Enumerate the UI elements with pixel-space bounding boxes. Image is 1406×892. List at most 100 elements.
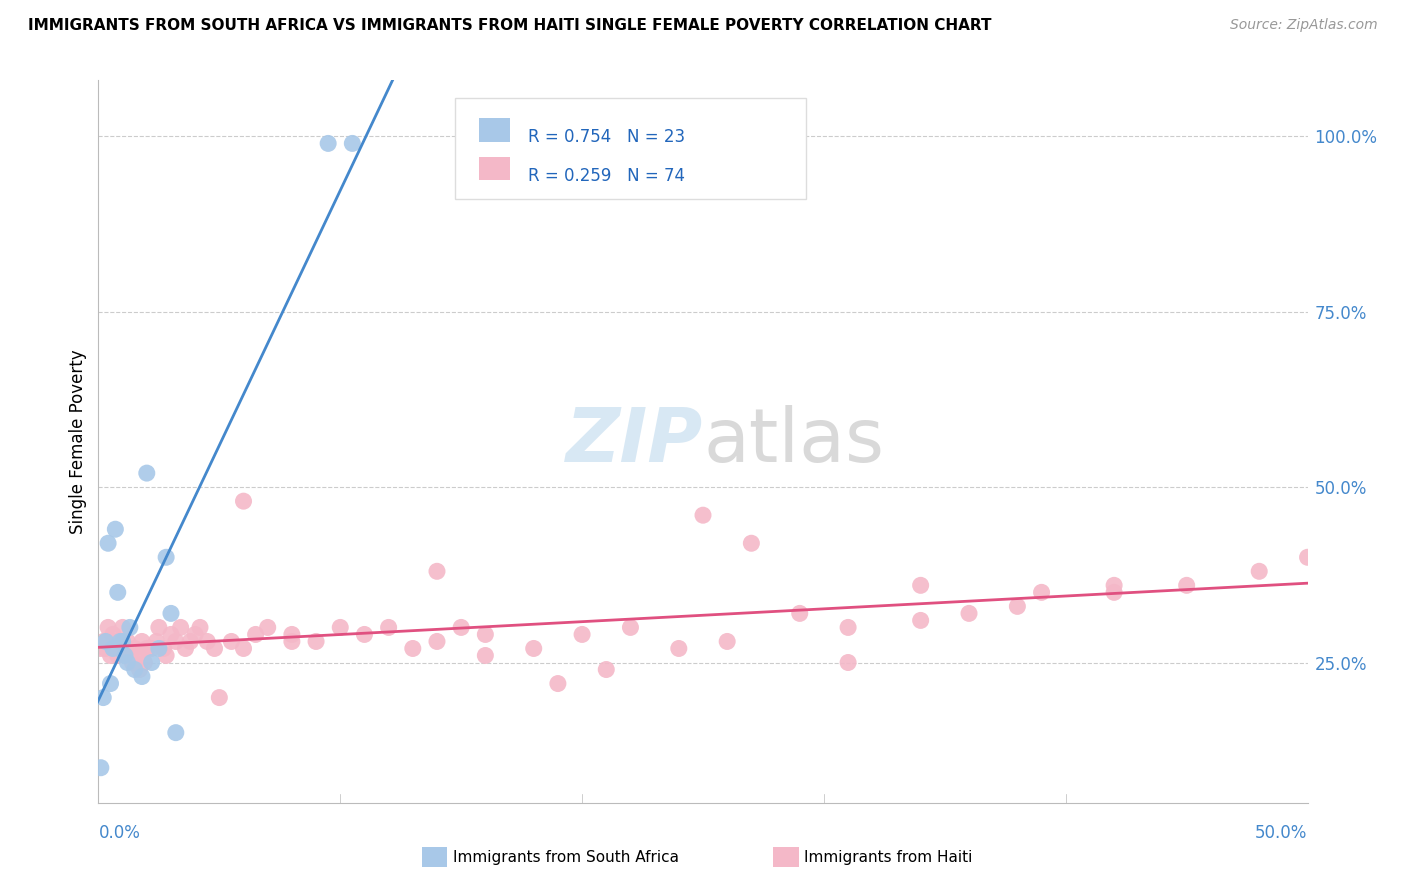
- Point: [104, 522, 127, 536]
- Point: [145, 634, 167, 648]
- Point: [316, 136, 339, 151]
- Point: [91, 634, 114, 648]
- Point: [101, 641, 124, 656]
- Point: [118, 648, 141, 663]
- Point: [124, 663, 146, 677]
- Point: [111, 634, 134, 648]
- Point: [165, 634, 187, 648]
- Point: [160, 607, 183, 621]
- Point: [1102, 585, 1125, 599]
- Point: [716, 634, 738, 648]
- Y-axis label: Single Female Poverty: Single Female Poverty: [69, 350, 87, 533]
- Point: [910, 578, 932, 592]
- Point: [100, 676, 122, 690]
- Point: [353, 627, 375, 641]
- Point: [134, 656, 156, 670]
- Point: [104, 634, 127, 648]
- Text: 50.0%: 50.0%: [1256, 824, 1308, 842]
- Point: [281, 634, 304, 648]
- Point: [1175, 578, 1198, 592]
- Point: [619, 620, 641, 634]
- Text: Source: ZipAtlas.com: Source: ZipAtlas.com: [1230, 18, 1378, 32]
- Point: [108, 634, 131, 648]
- Point: [101, 627, 124, 641]
- Point: [837, 656, 859, 670]
- Point: [377, 620, 399, 634]
- FancyBboxPatch shape: [479, 119, 509, 142]
- Point: [108, 634, 131, 648]
- Text: Immigrants from Haiti: Immigrants from Haiti: [804, 850, 973, 864]
- Point: [1031, 585, 1053, 599]
- Point: [152, 641, 174, 656]
- Point: [135, 466, 157, 480]
- Point: [195, 634, 218, 648]
- Point: [100, 648, 122, 663]
- Point: [837, 620, 859, 634]
- Point: [571, 627, 593, 641]
- Point: [131, 669, 153, 683]
- Text: R = 0.259   N = 74: R = 0.259 N = 74: [527, 167, 685, 185]
- Point: [127, 648, 149, 663]
- Point: [692, 508, 714, 523]
- Point: [1296, 550, 1319, 565]
- Point: [188, 620, 211, 634]
- Point: [111, 620, 134, 634]
- Point: [305, 634, 328, 648]
- Point: [204, 641, 226, 656]
- Point: [232, 641, 254, 656]
- Point: [342, 136, 364, 151]
- Text: ZIP: ZIP: [565, 405, 703, 478]
- FancyBboxPatch shape: [456, 98, 806, 200]
- Point: [208, 690, 231, 705]
- Point: [117, 656, 139, 670]
- Point: [523, 641, 546, 656]
- Point: [1102, 578, 1125, 592]
- Point: [160, 627, 183, 641]
- Text: IMMIGRANTS FROM SOUTH AFRICA VS IMMIGRANTS FROM HAITI SINGLE FEMALE POVERTY CORR: IMMIGRANTS FROM SOUTH AFRICA VS IMMIGRAN…: [28, 18, 991, 33]
- Point: [281, 627, 304, 641]
- Point: [90, 761, 112, 775]
- Point: [789, 607, 811, 621]
- Point: [910, 614, 932, 628]
- Point: [117, 634, 139, 648]
- Point: [450, 620, 472, 634]
- Point: [91, 690, 114, 705]
- Text: Immigrants from South Africa: Immigrants from South Africa: [453, 850, 679, 864]
- Point: [97, 536, 120, 550]
- Point: [97, 620, 120, 634]
- Point: [1007, 599, 1029, 614]
- Point: [474, 627, 496, 641]
- Point: [124, 641, 146, 656]
- Point: [245, 627, 267, 641]
- Point: [402, 641, 425, 656]
- Point: [155, 648, 177, 663]
- Point: [179, 634, 201, 648]
- Text: 0.0%: 0.0%: [98, 824, 141, 842]
- Point: [128, 663, 150, 677]
- Point: [107, 585, 129, 599]
- Point: [426, 634, 449, 648]
- Point: [141, 641, 163, 656]
- Point: [141, 656, 163, 670]
- Point: [148, 620, 170, 634]
- Point: [169, 620, 191, 634]
- Point: [184, 627, 207, 641]
- Point: [740, 536, 762, 550]
- Point: [174, 641, 197, 656]
- Point: [668, 641, 690, 656]
- Point: [474, 648, 496, 663]
- Point: [426, 564, 449, 578]
- FancyBboxPatch shape: [479, 156, 509, 180]
- Point: [1249, 564, 1271, 578]
- Point: [118, 620, 141, 634]
- Point: [155, 550, 177, 565]
- Point: [148, 641, 170, 656]
- Text: R = 0.754   N = 23: R = 0.754 N = 23: [527, 128, 685, 146]
- Point: [121, 656, 143, 670]
- Point: [329, 620, 352, 634]
- Point: [94, 641, 117, 656]
- Point: [165, 725, 187, 739]
- Point: [114, 641, 136, 656]
- Point: [221, 634, 243, 648]
- Point: [595, 663, 617, 677]
